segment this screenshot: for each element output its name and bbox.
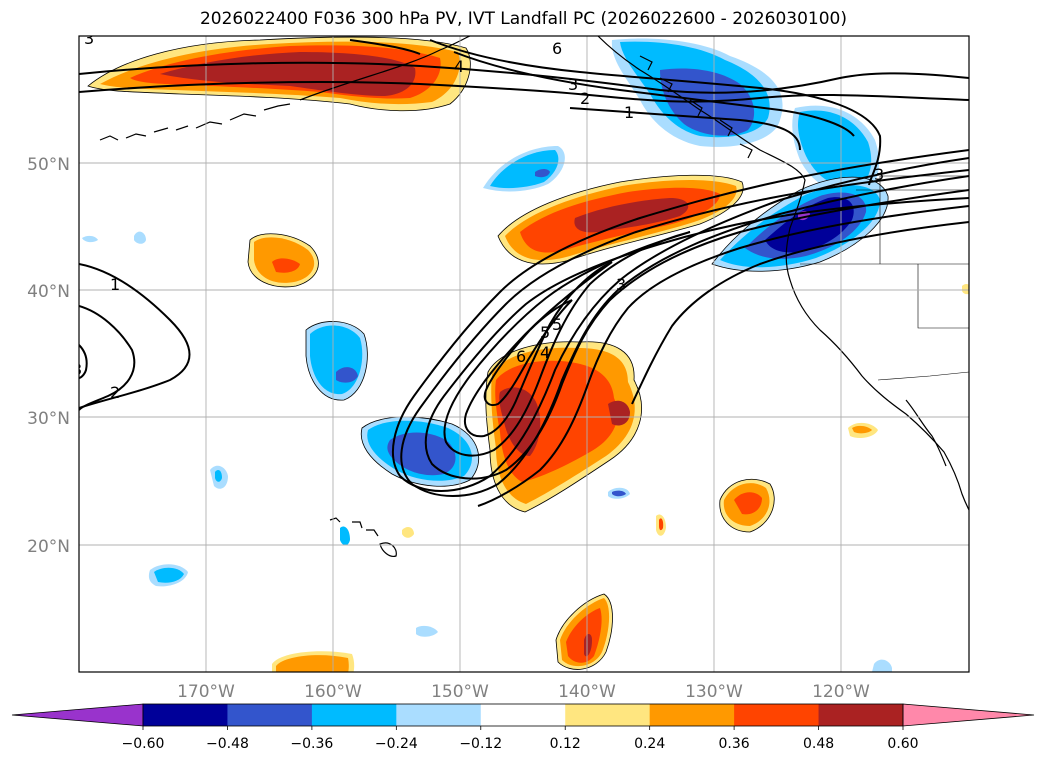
colorbar-tick-label: 0.60 xyxy=(887,736,918,752)
colorbar-tick-label: −0.60 xyxy=(122,736,165,752)
colorbar-bin xyxy=(480,704,566,726)
colorbar-tick-label: −0.12 xyxy=(459,736,502,752)
colorbar-bin xyxy=(311,704,397,726)
colorbar-bin xyxy=(396,704,482,726)
figure-title: 2026022400 F036 300 hPa PV, IVT Landfall… xyxy=(199,9,847,29)
lat-label: 20°N xyxy=(27,537,70,557)
lon-label: 130°W xyxy=(685,682,743,702)
contour-label: 2 xyxy=(580,89,590,108)
contour-label: 4 xyxy=(454,57,464,76)
colorbar-bin xyxy=(818,704,904,726)
colorbar-extend-max xyxy=(902,703,1035,727)
contour-labels: 1 2 3 4 5 6 1 2 3 3 4 5 6 3 3 xyxy=(72,29,884,402)
colorbar-bin xyxy=(734,704,820,726)
colorbar-bin xyxy=(227,704,313,726)
colorbar-extend-min xyxy=(11,703,144,727)
colorbar-bin xyxy=(143,704,228,726)
contour-label: 1 xyxy=(110,275,120,294)
colorbar-tick-label: 0.24 xyxy=(634,736,665,752)
political-borders xyxy=(800,175,969,381)
contour-label: 3 xyxy=(616,275,626,294)
lon-label: 140°W xyxy=(558,682,616,702)
contour-label: 1 xyxy=(624,103,634,122)
longitude-labels: 170°W 160°W 150°W 140°W 130°W 120°W xyxy=(177,682,870,702)
contour-label: 3 xyxy=(874,165,884,184)
gridlines xyxy=(79,36,969,672)
lon-label: 170°W xyxy=(177,682,235,702)
contour-label: 5 xyxy=(552,315,562,334)
colorbar-tick-label: 0.48 xyxy=(803,736,834,752)
colorbar-tick-label: 0.12 xyxy=(550,736,581,752)
contour-label: 3 xyxy=(72,360,82,379)
contour-label: 6 xyxy=(516,347,526,366)
lat-label: 50°N xyxy=(27,155,70,175)
colorbar-tick-label: 0.36 xyxy=(719,736,750,752)
colorbar: −0.60 −0.48 −0.36 −0.24 −0.12 0.12 0.24 0.36 0.4… xyxy=(11,703,1035,752)
map-frame xyxy=(78,35,970,673)
contour-label: 3 xyxy=(84,29,94,48)
contour-label: 4 xyxy=(540,343,550,362)
lon-label: 120°W xyxy=(812,682,870,702)
colorbar-tick-label: −0.24 xyxy=(375,736,418,752)
lat-label: 40°N xyxy=(27,282,70,302)
colorbar-tick-label: −0.48 xyxy=(206,736,249,752)
colorbar-bin xyxy=(649,704,735,726)
colorbar-frame xyxy=(142,703,904,727)
lon-label: 150°W xyxy=(431,682,489,702)
lon-label: 160°W xyxy=(304,682,362,702)
lat-label: 30°N xyxy=(27,409,70,429)
colorbar-tick-label: −0.36 xyxy=(290,736,333,752)
anomaly-outlines xyxy=(87,36,889,670)
contour-label: 3 xyxy=(568,75,578,94)
contour-label: 2 xyxy=(110,383,120,402)
latitude-labels: 50°N 40°N 30°N 20°N xyxy=(27,155,70,557)
contour-label: 5 xyxy=(540,323,550,342)
contour-label: 6 xyxy=(552,39,562,58)
colorbar-bin xyxy=(565,704,651,726)
pv-contours xyxy=(79,39,969,507)
